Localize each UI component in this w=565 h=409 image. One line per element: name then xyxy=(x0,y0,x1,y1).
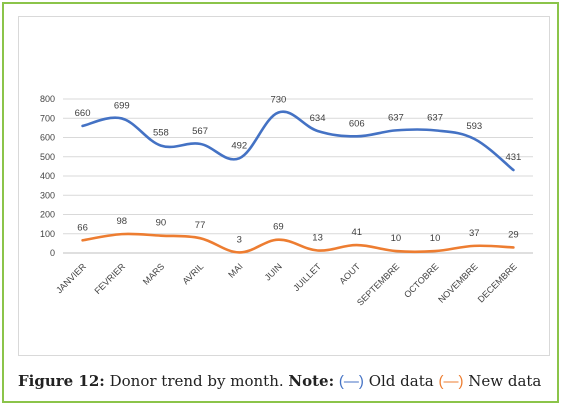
data-label: 431 xyxy=(505,152,521,163)
y-tick-label: 200 xyxy=(40,210,55,220)
data-label: 606 xyxy=(349,118,365,129)
x-tick-label: JUIN xyxy=(263,261,284,282)
data-label: 492 xyxy=(231,140,247,151)
data-label: 593 xyxy=(466,121,482,132)
note-label: Note: xyxy=(288,372,335,390)
x-tick-label: AOUT xyxy=(337,261,362,286)
data-label: 660 xyxy=(75,108,91,119)
caption-text: Donor trend by month. xyxy=(109,372,284,390)
y-tick-label: 800 xyxy=(40,94,55,104)
data-label: 637 xyxy=(427,112,443,123)
data-label: 13 xyxy=(312,232,323,243)
data-label: 37 xyxy=(469,228,480,239)
data-label: 699 xyxy=(114,100,130,111)
data-label: 730 xyxy=(270,94,286,105)
figure-caption: Figure 12: Donor trend by month. Note: (… xyxy=(18,372,541,390)
data-label: 69 xyxy=(273,222,284,233)
y-tick-label: 100 xyxy=(40,229,55,239)
y-tick-label: 600 xyxy=(40,133,55,143)
data-label: 98 xyxy=(116,216,127,227)
series-line-new xyxy=(81,232,515,254)
series-line-old xyxy=(81,110,515,172)
legend-old-text: Old data xyxy=(368,372,434,390)
data-label: 29 xyxy=(508,229,519,240)
x-tick-label: JUILLET xyxy=(291,261,323,293)
data-label: 3 xyxy=(237,234,242,245)
y-tick-label: 300 xyxy=(40,190,55,200)
x-tick-label: JANVIER xyxy=(54,261,88,295)
y-tick-label: 500 xyxy=(40,152,55,162)
legend-new-text: New data xyxy=(468,372,542,390)
y-tick-label: 0 xyxy=(50,248,55,258)
data-label: 10 xyxy=(430,233,441,244)
x-tick-label: NOVEMBRE xyxy=(436,261,479,304)
x-tick-label: DECEMBRE xyxy=(476,261,519,304)
y-tick-label: 700 xyxy=(40,113,55,123)
x-tick-label: FEVRIER xyxy=(93,261,128,296)
figure-label: Figure 12: xyxy=(18,372,105,390)
data-label: 77 xyxy=(195,220,206,231)
y-tick-label: 400 xyxy=(40,171,55,181)
data-label: 637 xyxy=(388,112,404,123)
x-tick-label: AVRIL xyxy=(181,261,206,286)
data-label: 41 xyxy=(351,227,362,238)
chart-area: 0 100 200 300 400 500 600 700 800 JANVIER FEVRIER M… xyxy=(18,16,550,356)
x-tick-label: OCTOBRE xyxy=(402,261,440,299)
data-label: 558 xyxy=(153,128,169,139)
x-tick-label: MAI xyxy=(226,261,244,279)
data-label: 90 xyxy=(156,218,167,229)
legend-new-symbol: (—) xyxy=(438,373,464,390)
data-label: 10 xyxy=(391,233,402,244)
data-label: 66 xyxy=(77,222,88,233)
line-chart: 0 100 200 300 400 500 600 700 800 JANVIER FEVRIER M… xyxy=(40,94,533,308)
legend-old-symbol: (—) xyxy=(338,373,364,390)
data-label: 567 xyxy=(192,126,208,137)
x-tick-label: MARS xyxy=(141,261,166,286)
figure-frame: 0 100 200 300 400 500 600 700 800 JANVIER FEVRIER M… xyxy=(2,2,559,403)
data-label: 634 xyxy=(310,113,326,124)
